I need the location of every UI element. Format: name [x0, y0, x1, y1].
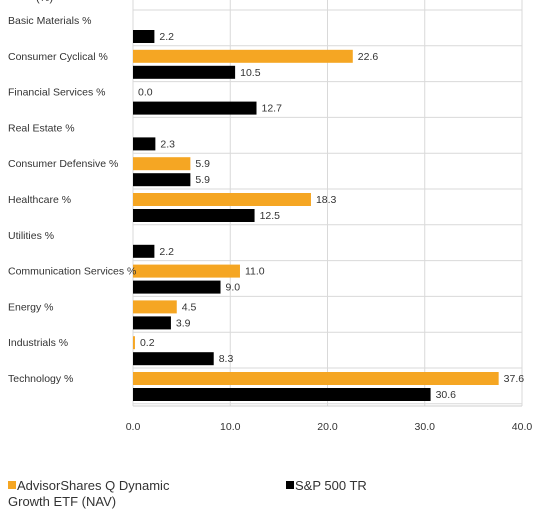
- bar-series-1: [133, 300, 177, 314]
- bar-series-2: [133, 316, 171, 330]
- data-label: 11.0: [245, 266, 265, 278]
- data-label: 22.6: [358, 51, 379, 63]
- data-label: 2.2: [159, 31, 174, 43]
- legend-label-series-2: S&P 500 TR: [295, 478, 367, 493]
- legend-swatch-series-1: [8, 481, 16, 489]
- legend-swatch-series-2: [286, 481, 294, 489]
- x-tick-label: 10.0: [220, 421, 241, 433]
- bar-series-1: [133, 336, 135, 350]
- category-label: Healthcare %: [8, 194, 71, 206]
- bars: [133, 30, 499, 401]
- data-label: 5.9: [195, 158, 210, 170]
- data-label: 0.2: [140, 337, 155, 349]
- data-label: 30.6: [436, 389, 457, 401]
- data-label: 12.5: [260, 210, 281, 222]
- labels: 0.0 10.0 20.0 30.0 40.0 Basic Materials % 2.2 C…: [8, 15, 532, 433]
- x-tick-label: 30.0: [415, 421, 436, 433]
- bar-series-1: [133, 157, 191, 171]
- category-label: Basic Materials %: [8, 15, 91, 27]
- category-label: Consumer Defensive %: [8, 158, 118, 170]
- category-label: Technology %: [8, 373, 73, 385]
- category-separators: [133, 9, 522, 407]
- chart-title-partial: (%): [36, 0, 53, 4]
- legend-item-series-1: AdvisorShares Q Dynamic Growth ETF (NAV): [8, 478, 208, 510]
- category-label: Communication Services %: [8, 266, 136, 278]
- bar-series-1: [133, 264, 240, 278]
- data-label: 2.2: [159, 246, 174, 258]
- category-label: Energy %: [8, 301, 54, 313]
- bar-series-2: [133, 244, 155, 258]
- x-tick-label: 20.0: [317, 421, 338, 433]
- legend-label-series-1: AdvisorShares Q Dynamic Growth ETF (NAV): [8, 478, 170, 509]
- category-label: Utilities %: [8, 230, 54, 242]
- data-label: 18.3: [316, 194, 337, 206]
- x-tick-label: 40.0: [512, 421, 533, 433]
- category-label: Financial Services %: [8, 87, 105, 99]
- bar-series-1: [133, 49, 353, 63]
- bar-series-1: [133, 372, 499, 385]
- bar-series-2: [133, 280, 221, 294]
- bar-series-2: [133, 137, 156, 151]
- bar-series-2: [133, 352, 214, 366]
- data-label: 2.3: [160, 138, 175, 150]
- x-tick-label: 0.0: [126, 421, 141, 433]
- bar-series-2: [133, 209, 255, 222]
- data-label: 4.5: [182, 301, 197, 313]
- data-label: 3.9: [176, 317, 191, 329]
- data-label: 12.7: [262, 103, 283, 115]
- bar-series-2: [133, 101, 257, 115]
- category-label: Industrials %: [8, 337, 68, 349]
- data-label: 37.6: [504, 373, 525, 385]
- category-label: Real Estate %: [8, 122, 75, 134]
- category-label: Consumer Cyclical %: [8, 51, 108, 63]
- data-label: 8.3: [219, 353, 234, 365]
- data-label: 5.9: [195, 174, 210, 186]
- data-label: 10.5: [240, 67, 261, 79]
- legend-item-series-2: S&P 500 TR: [286, 478, 367, 494]
- bar-series-2: [133, 65, 236, 79]
- sector-bar-chart: 0.0 10.0 20.0 30.0 40.0 Basic Materials % 2.2 C…: [8, 0, 532, 433]
- bar-series-2: [133, 30, 155, 43]
- data-label: 9.0: [226, 282, 241, 294]
- bar-series-1: [133, 193, 311, 206]
- data-label: 0.0: [138, 87, 153, 99]
- bar-series-2: [133, 388, 431, 401]
- bar-series-2: [133, 173, 191, 187]
